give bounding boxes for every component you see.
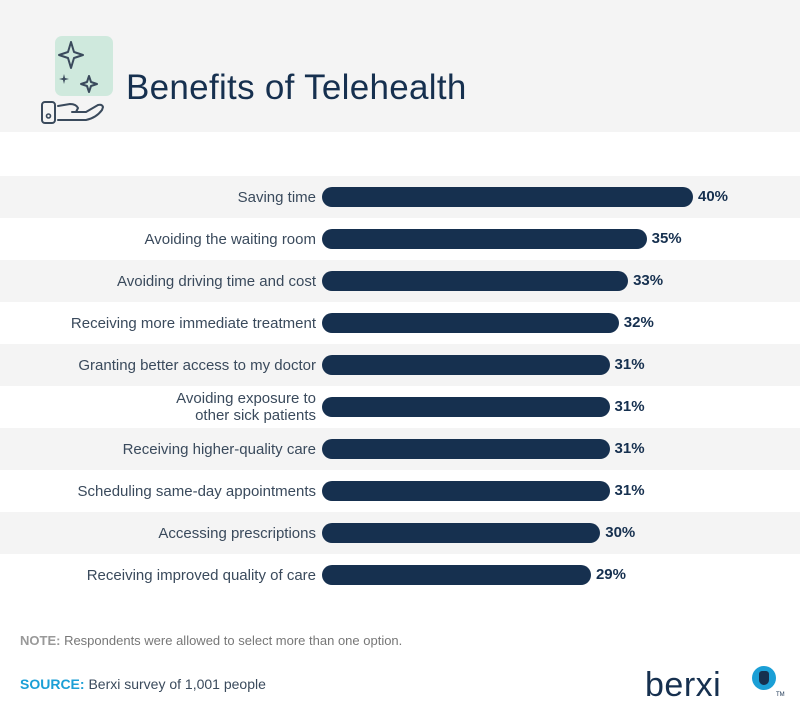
value-label: 31% [614,356,645,373]
value-label: 29% [595,566,626,583]
bar-chart: Saving time 40% Avoiding the waiting room 3… [0,176,800,600]
berxi-logo-icon [752,666,776,690]
source-lead: SOURCE: [20,676,85,692]
brand-logo: berxi TM [645,666,785,710]
category-label: Saving time [237,188,316,206]
source-text: Berxi survey of 1,001 people [84,676,266,692]
bar [322,355,610,375]
bar [322,481,610,501]
category-label: Scheduling same-day appointments [77,482,316,500]
bar [322,313,619,333]
bar [322,439,610,459]
header-band: Benefits of Telehealth [0,0,800,132]
note-text: Respondents were allowed to select more … [60,633,403,648]
bar [322,523,601,543]
value-label: 33% [633,272,664,289]
category-label: Receiving improved quality of care [86,566,316,584]
value-label: 40% [698,188,729,205]
category-label: Avoiding the waiting room [144,230,317,248]
category-label: Accessing prescriptions [158,524,316,542]
category-label: Granting better access to my doctor [78,356,316,374]
category-label: Avoiding driving time and cost [117,272,316,290]
bar [322,271,629,291]
sparkles-hand-phone-icon [41,36,113,124]
value-label: 35% [651,230,682,247]
note: NOTE: Respondents were allowed to select… [20,633,402,648]
value-label: 31% [614,398,645,415]
bar [322,187,693,207]
value-label: 31% [614,482,645,499]
category-label: Avoiding exposure to other sick patients [176,390,316,424]
bar [322,397,610,417]
brand-name: berxi [645,666,722,704]
chart-title: Benefits of Telehealth [126,68,467,107]
category-label: Receiving more immediate treatment [70,314,316,332]
bar [322,229,647,249]
value-label: 31% [614,440,645,457]
brand-trademark: TM [776,692,785,698]
note-lead: NOTE: [20,633,61,648]
source: SOURCE: Berxi survey of 1,001 people [20,676,266,692]
value-label: 32% [623,314,654,331]
value-label: 30% [605,524,636,541]
category-label: Receiving higher-quality care [122,440,316,458]
bar [322,565,591,585]
